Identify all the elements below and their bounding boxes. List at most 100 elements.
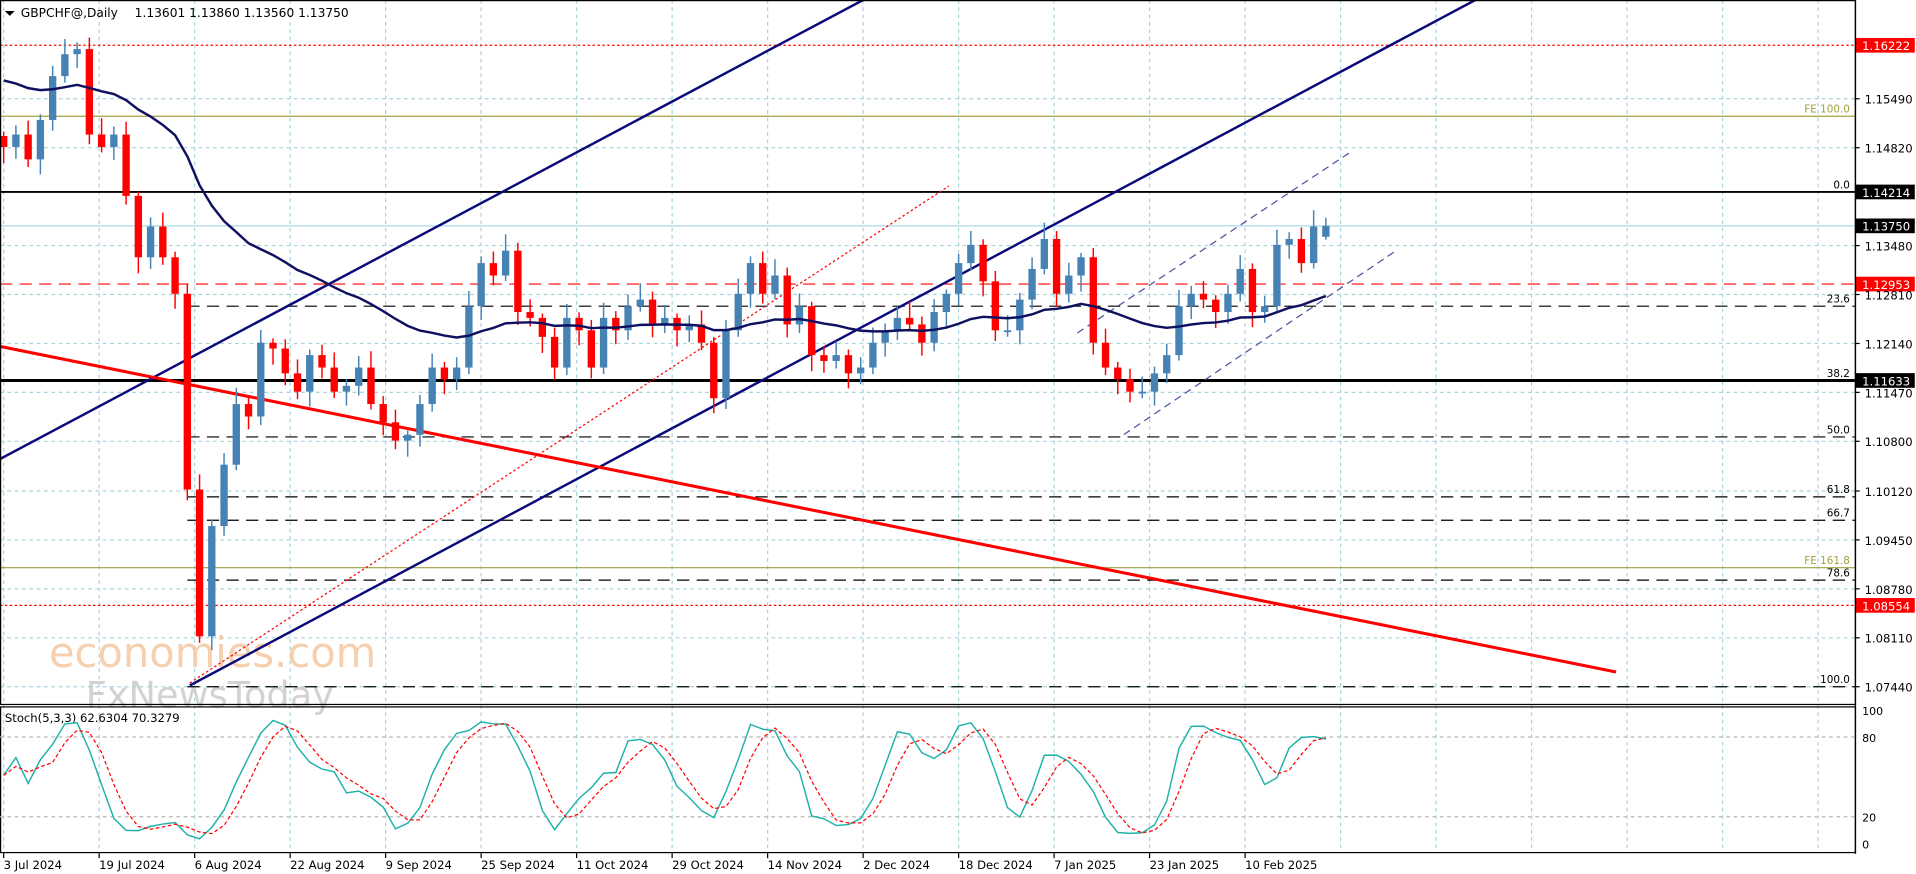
- stoch-label: Stoch(5,3,3) 62.6304 70.3279: [5, 711, 180, 725]
- candle-body: [489, 263, 498, 276]
- candle-body: [1273, 244, 1281, 307]
- candle-body: [661, 317, 669, 325]
- candle-body: [1199, 293, 1208, 300]
- candle-body: [183, 293, 191, 490]
- price-tag: [1856, 276, 1915, 292]
- candle-body: [599, 317, 608, 368]
- candle-body: [918, 324, 926, 343]
- candle-body: [293, 373, 302, 392]
- candle-body: [0, 136, 8, 147]
- candle-body: [1138, 391, 1146, 394]
- candle-body: [1322, 225, 1330, 237]
- y-tick-label: 1.08110: [1865, 632, 1913, 646]
- candle-body: [1163, 355, 1171, 374]
- candle-body: [820, 355, 828, 361]
- ohlc-values: 1.13601 1.13860 1.13560 1.13750: [135, 6, 349, 20]
- candle-body: [1150, 373, 1159, 392]
- level-labels: 1.16222 FE 100.0 1.14214 0.0 1.13750 1.12953 2…: [1804, 37, 1915, 686]
- price-tag-label: 1.16222: [1862, 39, 1910, 53]
- y-tick-label: 1.11470: [1865, 386, 1913, 400]
- price-axis[interactable]: 1.15490 1.14820 1.13480 1.12810 1.12140 1.114…: [1854, 93, 1913, 695]
- fib-label: 78.6: [1827, 567, 1850, 579]
- dropdown-triangle-icon[interactable]: [4, 11, 15, 16]
- stoch-axis-label: 100: [1862, 705, 1883, 718]
- chart-header: GBPCHF@,Daily 1.13601 1.13860 1.13560 1.…: [4, 6, 349, 20]
- candle-body: [624, 306, 632, 331]
- candle-body: [1052, 238, 1061, 294]
- candle-body: [73, 49, 81, 55]
- y-tick-label: 1.12140: [1865, 337, 1913, 351]
- y-tick-label: 1.12810: [1865, 288, 1913, 302]
- candle-body: [771, 275, 779, 294]
- candle-body: [930, 312, 938, 343]
- red-dotted-trendline[interactable]: [189, 185, 950, 684]
- candle-body: [1224, 293, 1232, 313]
- date-axis[interactable]: 3 Jul 2024 19 Jul 2024 6 Aug 2024 22 Aug 20…: [3, 853, 1318, 872]
- x-tick-label: 9 Sep 2024: [386, 858, 452, 872]
- stochastic-pane: Stoch(5,3,3) 62.6304 70.3279 100 80 20 0: [0, 705, 1883, 851]
- candle-body: [563, 317, 571, 368]
- watermark-fxnewstoday: FxNewsToday: [86, 674, 334, 717]
- candle-body: [1309, 226, 1318, 264]
- candle-body: [97, 134, 106, 147]
- candle-body: [330, 367, 338, 392]
- candle-body: [355, 367, 363, 386]
- candle-body: [979, 244, 987, 282]
- candle-body: [244, 404, 253, 417]
- short-channel-upper[interactable]: [1077, 152, 1350, 334]
- y-tick-label: 1.13480: [1865, 239, 1913, 253]
- price-tag-label: 1.13750: [1862, 220, 1910, 234]
- price-tag-label: 1.11633: [1862, 374, 1910, 388]
- candle-body: [1114, 367, 1122, 380]
- x-tick-label: 10 Feb 2025: [1245, 858, 1317, 872]
- candle-body: [159, 226, 167, 258]
- symbol-label: GBPCHF@,Daily: [21, 6, 118, 20]
- x-tick-label: 14 Nov 2024: [768, 858, 842, 872]
- short-channel-lower[interactable]: [1123, 250, 1397, 436]
- channel-line-lower[interactable]: [189, 0, 1476, 687]
- candle-body: [575, 317, 583, 331]
- trendlines[interactable]: [0, 0, 1617, 687]
- candle-body: [134, 195, 143, 258]
- candle-body: [342, 385, 351, 392]
- candle-body: [905, 317, 914, 325]
- red-downtrend-line[interactable]: [0, 344, 1617, 674]
- candle-body: [1285, 238, 1293, 245]
- stoch-axis-label: 80: [1862, 732, 1876, 745]
- candle-body: [85, 49, 94, 135]
- candle-body: [1089, 257, 1097, 343]
- candle-body: [893, 317, 902, 331]
- fib-label: 66.7: [1827, 508, 1850, 520]
- channel-line-upper[interactable]: [0, 0, 864, 461]
- candle-body: [440, 367, 449, 380]
- candle-body: [991, 281, 1000, 331]
- candle-body: [808, 306, 816, 356]
- candle-body: [12, 134, 20, 147]
- candle-body: [318, 355, 326, 368]
- price-tag: [1856, 598, 1915, 613]
- candle-body: [1212, 299, 1220, 313]
- candle-body: [648, 299, 657, 325]
- candle-body: [195, 489, 204, 637]
- candle-body: [48, 76, 57, 120]
- candle-body: [257, 342, 265, 417]
- grid: [0, 0, 1855, 854]
- candles: [0, 37, 1330, 651]
- y-tick-label: 1.09450: [1865, 534, 1913, 548]
- fib-label: 61.8: [1827, 484, 1850, 496]
- fib-label: 100.0: [1820, 674, 1850, 686]
- y-tick-label: 1.08780: [1865, 583, 1913, 597]
- price-tag-label: 1.08554: [1862, 599, 1910, 613]
- candle-body: [734, 293, 742, 331]
- candle-body: [881, 330, 889, 343]
- stoch-pane-border: [0, 706, 1857, 854]
- candle-body: [746, 263, 755, 294]
- candle-body: [832, 355, 840, 361]
- candle-body: [587, 330, 596, 368]
- price-tag: [1856, 218, 1915, 234]
- candle-body: [367, 367, 375, 405]
- candle-body: [869, 342, 877, 368]
- candle-body: [967, 244, 975, 264]
- candle-body: [685, 324, 693, 331]
